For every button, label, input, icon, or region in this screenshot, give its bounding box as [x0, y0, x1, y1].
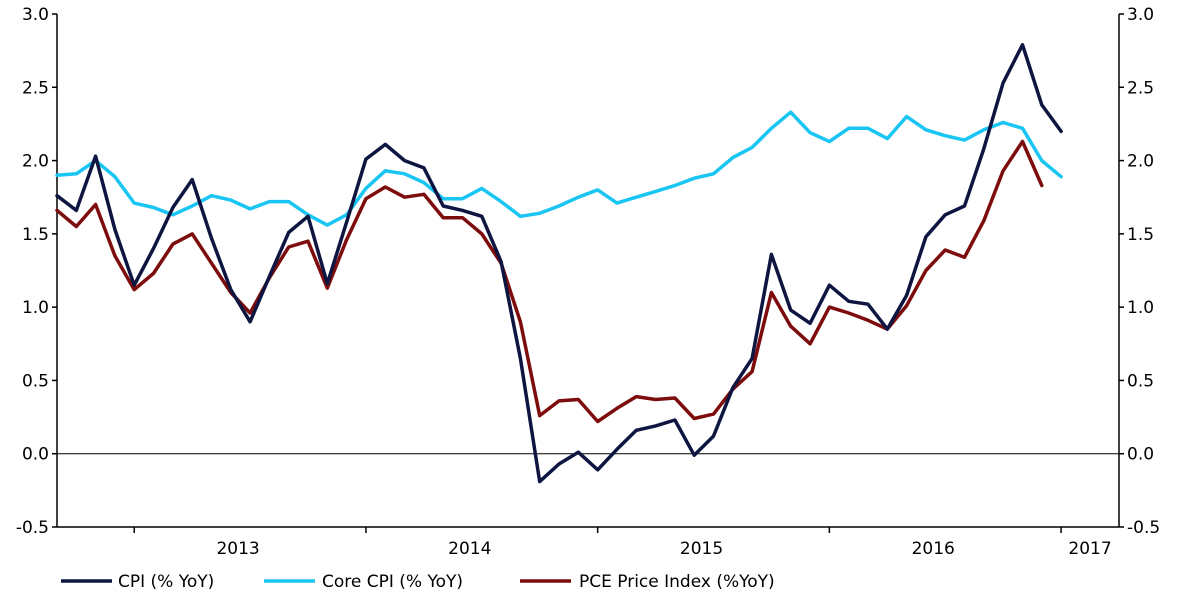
y-axis-right-ticks: -0.5 0.0 0.5 1.0 1.5 2.0 2.5 3.0: [1119, 5, 1160, 538]
legend-label-core-cpi: Core CPI (% YoY): [322, 572, 463, 592]
y-tick-label-right: 0.5: [1127, 371, 1154, 391]
series-lines: [55, 43, 1063, 484]
legend: CPI (% YoY) Core CPI (% YoY) PCE Price I…: [61, 572, 775, 592]
x-tick-label: 2013: [216, 539, 259, 559]
legend-item-core-cpi: Core CPI (% YoY): [264, 572, 463, 592]
y-tick-label-right: 1.0: [1127, 298, 1154, 318]
y-axis-left-ticks: -0.5 0.0 0.5 1.0 1.5 2.0 2.5 3.0: [16, 5, 57, 538]
y-tick-label-right: 0.0: [1127, 445, 1154, 465]
y-tick-label-right: 1.5: [1127, 225, 1154, 245]
series-line-pce: [55, 139, 1044, 424]
y-tick-label-left: 0.5: [22, 371, 49, 391]
y-tick-label-right: 2.5: [1127, 78, 1154, 98]
legend-label-pce: PCE Price Index (%YoY): [579, 572, 775, 592]
x-tick-label: 2016: [912, 539, 955, 559]
x-tick-label: 2017: [1068, 539, 1111, 559]
y-tick-label-right: 3.0: [1127, 5, 1154, 25]
plot-area: [56, 14, 1120, 528]
x-tick-label: 2015: [680, 539, 723, 559]
y-tick-label-left: 0.0: [22, 445, 49, 465]
y-tick-label-left: -0.5: [16, 518, 49, 538]
y-tick-label-right: -0.5: [1127, 518, 1160, 538]
series-line-core-cpi: [55, 110, 1063, 227]
legend-label-cpi: CPI (% YoY): [118, 572, 214, 592]
y-tick-label-left: 2.0: [22, 152, 49, 172]
legend-item-pce: PCE Price Index (%YoY): [520, 572, 775, 592]
x-axis-ticks: 2013 2014 2015 2016 2017: [133, 527, 1112, 559]
y-tick-label-left: 3.0: [22, 5, 49, 25]
x-tick-label: 2014: [448, 539, 491, 559]
y-tick-label-left: 1.0: [22, 298, 49, 318]
y-tick-label-left: 2.5: [22, 78, 49, 98]
y-tick-label-left: 1.5: [22, 225, 49, 245]
series-line-cpi: [55, 43, 1063, 484]
y-tick-label-right: 2.0: [1127, 152, 1154, 172]
legend-item-cpi: CPI (% YoY): [61, 572, 214, 592]
